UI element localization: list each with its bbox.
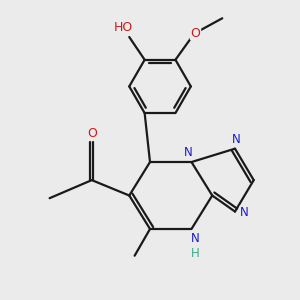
Text: N: N	[232, 133, 241, 146]
Text: N: N	[190, 232, 199, 245]
Text: HO: HO	[114, 21, 133, 34]
Text: O: O	[190, 26, 200, 40]
Text: N: N	[240, 206, 249, 219]
Text: H: H	[190, 247, 199, 260]
Text: N: N	[184, 146, 193, 159]
Text: O: O	[87, 127, 97, 140]
